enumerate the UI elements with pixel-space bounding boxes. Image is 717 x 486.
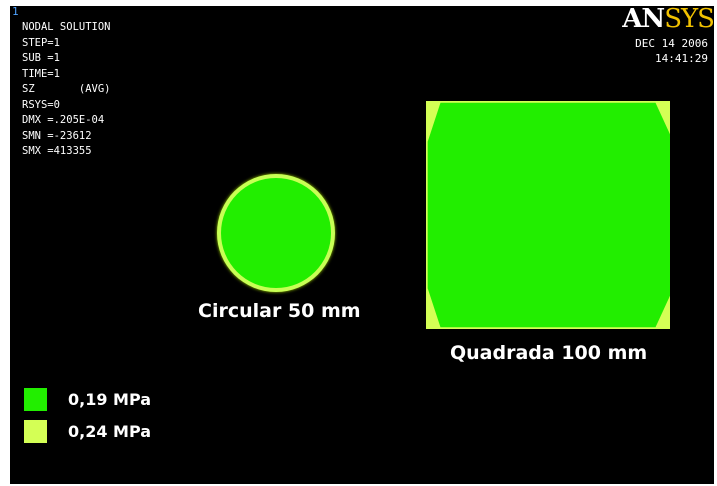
graphics-window: 1 NODAL SOLUTION STEP=1 SUB =1 TIME=1 SZ… xyxy=(10,6,714,484)
square-section-fill xyxy=(427,102,670,328)
circular-section-fill xyxy=(221,178,331,288)
info-line: DMX =.205E-04 xyxy=(22,114,105,126)
square-section-plot xyxy=(426,101,670,329)
circular-section-plot xyxy=(217,174,335,292)
circular-section-label: Circular 50 mm xyxy=(198,300,361,322)
info-line: TIME=1 xyxy=(22,67,60,80)
info-line: RSYS=0 xyxy=(22,98,60,111)
timestamp: DEC 14 2006 14:41:29 xyxy=(635,36,708,66)
solution-info: NODAL SOLUTION STEP=1 SUB =1 TIME=1 SZ (… xyxy=(22,20,111,160)
info-line: SZ (AVG) xyxy=(22,83,111,95)
legend-swatch-high xyxy=(24,420,47,443)
info-line: STEP=1 xyxy=(22,36,60,49)
window-number: 1 xyxy=(12,6,19,18)
legend-swatch-low xyxy=(24,388,47,411)
info-line: SUB =1 xyxy=(22,52,60,64)
square-section-label: Quadrada 100 mm xyxy=(450,342,648,364)
ansys-logo: ANSYS xyxy=(622,6,714,34)
info-line: SMX =413355 xyxy=(22,145,92,157)
info-line: SMN =-23612 xyxy=(22,129,92,142)
legend-label-low: 0,19 MPa xyxy=(68,390,152,409)
info-line: NODAL SOLUTION xyxy=(22,21,111,33)
legend-label-high: 0,24 MPa xyxy=(68,422,152,441)
time-text: 14:41:29 xyxy=(655,52,708,65)
date-text: DEC 14 2006 xyxy=(635,37,708,50)
